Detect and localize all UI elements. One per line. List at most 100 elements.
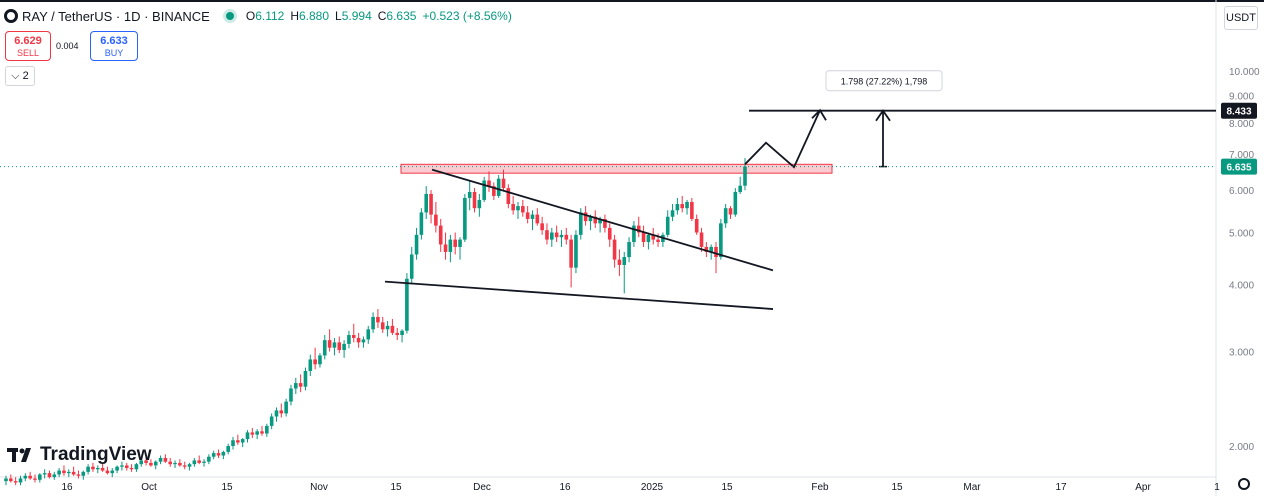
candle-body — [269, 416, 274, 426]
candle-body — [110, 470, 115, 474]
buy-button[interactable]: 6.633 BUY — [90, 31, 138, 61]
candle-body — [28, 475, 32, 479]
candle-body — [665, 216, 670, 235]
price-tick-label: 5.000 — [1229, 229, 1254, 240]
tradingview-logo: TradingView — [7, 444, 152, 466]
candle-body — [472, 191, 477, 209]
candle-body — [588, 216, 593, 222]
candle-body — [371, 316, 375, 330]
candle-body — [139, 460, 144, 465]
candles — [4, 158, 747, 486]
candle-body — [429, 193, 433, 215]
candle-body — [178, 462, 182, 466]
candle-body — [521, 206, 525, 213]
candle-body — [646, 234, 651, 243]
price-tick-label: 10.000 — [1229, 67, 1260, 78]
indicators-toggle[interactable]: ⌵ 2 — [5, 66, 35, 86]
candle-body — [675, 204, 680, 211]
candle-body — [124, 465, 129, 468]
candle-body — [62, 470, 66, 474]
candle-body — [554, 232, 559, 238]
candle-body — [105, 470, 110, 474]
high-value: 6.880 — [299, 9, 330, 23]
candle-body — [279, 410, 284, 414]
candle-body — [400, 330, 404, 336]
candle-body — [574, 234, 578, 268]
change-value: +0.523 (+8.56%) — [422, 9, 512, 23]
candle-body — [129, 467, 134, 470]
close-label: C — [377, 9, 387, 23]
measure-arrowhead — [875, 109, 891, 122]
candle-body — [153, 461, 158, 466]
candle-body — [622, 257, 627, 265]
candle-body — [245, 432, 250, 440]
candle-body — [443, 244, 448, 252]
candle-body — [535, 214, 540, 224]
currency-button[interactable]: USDT — [1224, 6, 1258, 30]
candle-body — [260, 431, 264, 434]
price-tick-label: 9.000 — [1229, 92, 1254, 103]
candle-body — [424, 193, 429, 213]
candle-body — [405, 278, 409, 331]
candle-body — [221, 451, 226, 456]
candle-body — [197, 460, 202, 463]
candle-body — [187, 464, 192, 467]
candle-body — [86, 466, 90, 472]
candle-body — [641, 232, 646, 243]
candle-body — [694, 218, 699, 233]
market-status-icon — [225, 12, 234, 20]
candle-body — [376, 316, 380, 323]
price-axis[interactable]: 10.000 9.000 8.000 7.000 6.000 5.000 4.000 3.00… — [1229, 67, 1260, 453]
high-label: H — [290, 9, 299, 23]
candle-body — [617, 259, 622, 265]
candle-body — [530, 214, 535, 219]
candle-body — [318, 355, 322, 365]
candle-body — [216, 453, 221, 456]
candle-body — [385, 325, 390, 330]
candle-body — [525, 212, 530, 219]
candle-body — [709, 246, 713, 252]
candle-body — [332, 342, 337, 348]
candle-body — [4, 478, 8, 482]
candle-body — [322, 340, 327, 356]
candle-body — [496, 178, 501, 196]
candle-body — [202, 461, 206, 463]
candle-body — [607, 227, 612, 240]
chevron-down-icon: ⌵ — [11, 70, 23, 82]
candle-body — [313, 359, 317, 365]
candle-body — [540, 223, 544, 231]
resistance-zone — [400, 163, 833, 174]
candle-body — [395, 332, 400, 336]
time-tick-label: Feb — [811, 482, 829, 493]
candle-body — [284, 401, 288, 414]
brand-name: TradingView — [40, 444, 152, 465]
candle-body — [714, 246, 718, 258]
candle-body — [632, 225, 636, 243]
gear-icon[interactable] — [1238, 478, 1250, 490]
candle-body — [294, 383, 298, 389]
candle-body — [492, 186, 496, 196]
symbol-title[interactable]: RAY / TetherUS · 1D · BINANCE — [22, 8, 210, 24]
candle-body — [467, 191, 472, 198]
candle-body — [511, 204, 515, 211]
candle-body — [207, 456, 211, 462]
candle-body — [356, 337, 361, 343]
candle-body — [463, 197, 467, 240]
candle-body — [115, 466, 119, 471]
candle-body — [81, 471, 86, 476]
time-axis[interactable]: 16 Oct 15 Nov 15 Dec 16 2025 15 Feb 15 Mar 17 Apr 1 — [61, 482, 1220, 493]
price-tick-label: 2.000 — [1229, 442, 1254, 453]
time-tick-label: 15 — [891, 482, 903, 493]
time-tick-label: 1 — [1214, 482, 1220, 493]
drawings[interactable] — [384, 108, 1216, 310]
candle-body — [66, 471, 71, 474]
candle-body — [719, 223, 723, 258]
candle-body — [173, 462, 177, 465]
candle-body — [419, 212, 424, 235]
candle-body — [134, 464, 139, 470]
time-tick-label: 16 — [61, 482, 73, 493]
candle-body — [289, 388, 293, 402]
sell-button[interactable]: 6.629 SELL — [5, 31, 51, 61]
candle-body — [192, 460, 197, 465]
